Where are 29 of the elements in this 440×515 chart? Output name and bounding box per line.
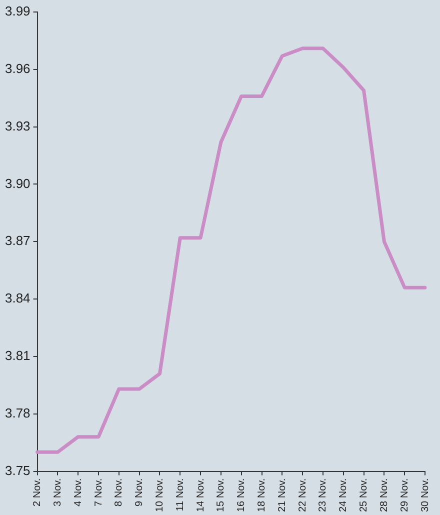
y-tick-label: 3.87	[4, 233, 30, 248]
x-tick-label: 23 Nov.	[318, 478, 329, 512]
x-tick-label: 28 Nov.	[378, 478, 390, 512]
x-tick-label: 15 Nov.	[216, 478, 227, 512]
y-tick-label: 3.96	[4, 60, 30, 76]
y-tick-label: 3.78	[4, 405, 30, 420]
x-tick-label: 21 Nov.	[276, 478, 288, 512]
x-tick-label: 10 Nov.	[154, 478, 166, 512]
x-tick-label: 18 Nov.	[256, 478, 268, 512]
y-tick-label: 3.90	[4, 176, 30, 191]
x-tick-label: 8 Nov.	[114, 478, 125, 506]
x-tick-label: 2 Nov.	[32, 478, 44, 506]
x-tick-label: 3 Nov.	[52, 478, 64, 506]
y-tick-label: 3.81	[4, 348, 30, 364]
x-tick-label: 4 Nov.	[72, 478, 84, 506]
x-tick-label: 7 Nov.	[93, 478, 104, 506]
x-tick-label: 22 Nov.	[297, 478, 308, 512]
y-tick-label: 3.75	[4, 462, 30, 478]
x-tick-label: 25 Nov.	[358, 478, 370, 512]
x-tick-label: 24 Nov.	[338, 478, 350, 512]
x-tick-label: 11 Nov.	[174, 478, 186, 512]
y-tick-label: 3.84	[4, 290, 30, 306]
x-tick-label: 9 Nov.	[134, 478, 146, 506]
x-tick-label: 16 Nov.	[236, 478, 248, 512]
x-tick-label: 14 Nov.	[195, 478, 206, 512]
y-tick-label: 3.93	[4, 118, 30, 134]
y-tick-label: 3.99	[4, 4, 30, 19]
x-tick-label: 29 Nov.	[399, 478, 410, 512]
x-tick-label: 30 Nov.	[420, 478, 431, 512]
